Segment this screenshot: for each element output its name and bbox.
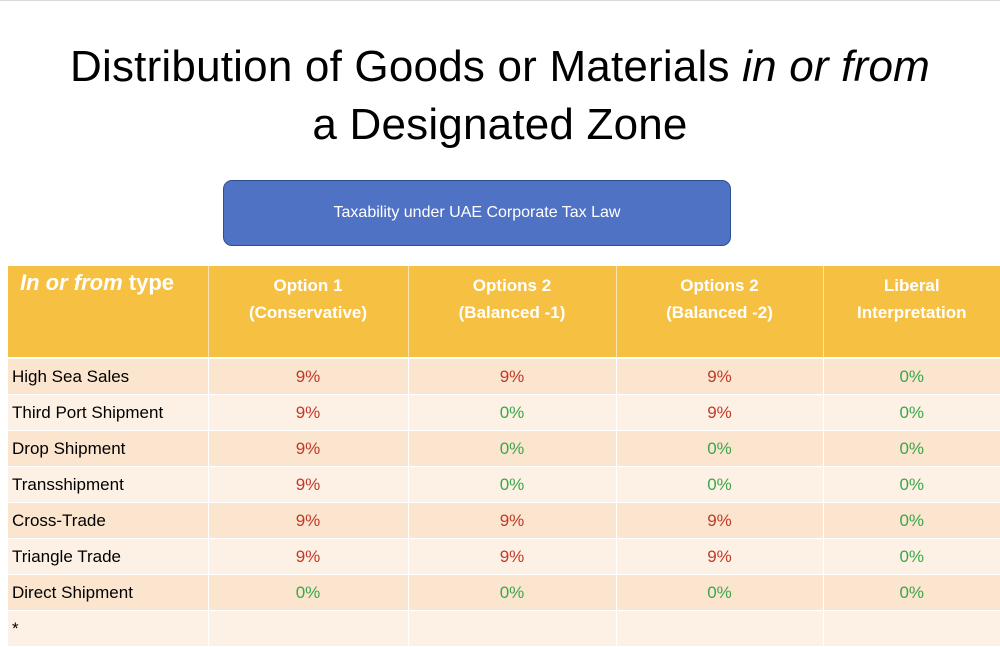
rate-cell: 9% — [208, 394, 409, 431]
table-row: Cross-Trade 9% 9% 9% 0% — [8, 502, 1000, 539]
rate-cell: 0% — [823, 574, 1000, 611]
rate-cell: 0% — [616, 430, 824, 467]
header-option-2b-line2: (Balanced -2) — [666, 303, 773, 322]
row-label: High Sea Sales — [8, 358, 209, 395]
banner-text: Taxability under UAE Corporate Tax Law — [333, 204, 621, 221]
header-liberal: Liberal Interpretation — [823, 266, 1000, 359]
rate-cell: 0% — [408, 574, 617, 611]
row-label: Drop Shipment — [8, 430, 209, 467]
row-label: * — [8, 610, 209, 647]
rate-cell: 9% — [616, 358, 824, 395]
rate-cell — [408, 610, 617, 647]
row-label: Direct Shipment — [8, 574, 209, 611]
top-divider — [0, 0, 1000, 1]
header-type-italic: In or from — [20, 270, 123, 295]
table-row: Triangle Trade 9% 9% 9% 0% — [8, 538, 1000, 575]
rate-cell — [208, 610, 409, 647]
rate-cell: 0% — [408, 430, 617, 467]
rate-cell: 9% — [208, 466, 409, 503]
rate-cell — [823, 610, 1000, 647]
rate-cell: 0% — [823, 538, 1000, 575]
rate-cell: 9% — [208, 430, 409, 467]
taxability-banner: Taxability under UAE Corporate Tax Law — [223, 180, 731, 246]
rate-cell: 0% — [823, 394, 1000, 431]
table-header-row: In or from type Option 1 (Conservative) O… — [8, 266, 1000, 359]
rate-cell: 9% — [408, 538, 617, 575]
row-label: Third Port Shipment — [8, 394, 209, 431]
rate-cell: 0% — [616, 574, 824, 611]
taxability-table: In or from type Option 1 (Conservative) O… — [8, 266, 1000, 647]
header-option-2b-line1: Options 2 — [680, 276, 759, 295]
title-line1-italic: in or from — [742, 42, 930, 91]
table-row: Third Port Shipment 9% 0% 9% 0% — [8, 394, 1000, 431]
rate-cell: 0% — [823, 502, 1000, 539]
rate-cell: 0% — [408, 466, 617, 503]
table-row: Transshipment 9% 0% 0% 0% — [8, 466, 1000, 503]
rate-cell: 9% — [616, 538, 824, 575]
title-line2: a Designated Zone — [312, 100, 688, 149]
rate-cell: 0% — [823, 358, 1000, 395]
rate-cell: 0% — [823, 466, 1000, 503]
header-option-1-line2: (Conservative) — [248, 303, 368, 322]
row-label: Transshipment — [8, 466, 209, 503]
rate-cell — [616, 610, 824, 647]
row-label: Triangle Trade — [8, 538, 209, 575]
header-option-1-line1: Option 1 — [273, 276, 343, 295]
header-liberal-line2: Interpretation — [856, 303, 967, 322]
rate-cell: 9% — [616, 502, 824, 539]
header-option-2a-line1: Options 2 — [472, 276, 552, 295]
page-title: Distribution of Goods or Materials in or… — [0, 38, 1000, 154]
title-line1-start: Distribution of Goods or Materials — [70, 42, 743, 91]
header-option-2a: Options 2 (Balanced -1) — [408, 266, 617, 359]
rate-cell: 9% — [408, 502, 617, 539]
table-row: * — [8, 610, 1000, 647]
rate-cell: 0% — [208, 574, 409, 611]
rate-cell: 9% — [208, 502, 409, 539]
table-row: Direct Shipment 0% 0% 0% 0% — [8, 574, 1000, 611]
row-label: Cross-Trade — [8, 502, 209, 539]
rate-cell: 9% — [408, 358, 617, 395]
rate-cell: 0% — [408, 394, 617, 431]
header-type-rest: type — [122, 270, 175, 295]
header-liberal-line1: Liberal — [883, 276, 940, 295]
header-option-1: Option 1 (Conservative) — [208, 266, 409, 359]
rate-cell: 0% — [823, 430, 1000, 467]
rate-cell: 9% — [208, 538, 409, 575]
header-type: In or from type — [8, 266, 209, 359]
rate-cell: 0% — [616, 466, 824, 503]
table-row: Drop Shipment 9% 0% 0% 0% — [8, 430, 1000, 467]
table-row: High Sea Sales 9% 9% 9% 0% — [8, 358, 1000, 395]
rate-cell: 9% — [208, 358, 409, 395]
header-option-2a-line2: (Balanced -1) — [458, 303, 566, 322]
header-option-2b: Options 2 (Balanced -2) — [616, 266, 824, 359]
rate-cell: 9% — [616, 394, 824, 431]
